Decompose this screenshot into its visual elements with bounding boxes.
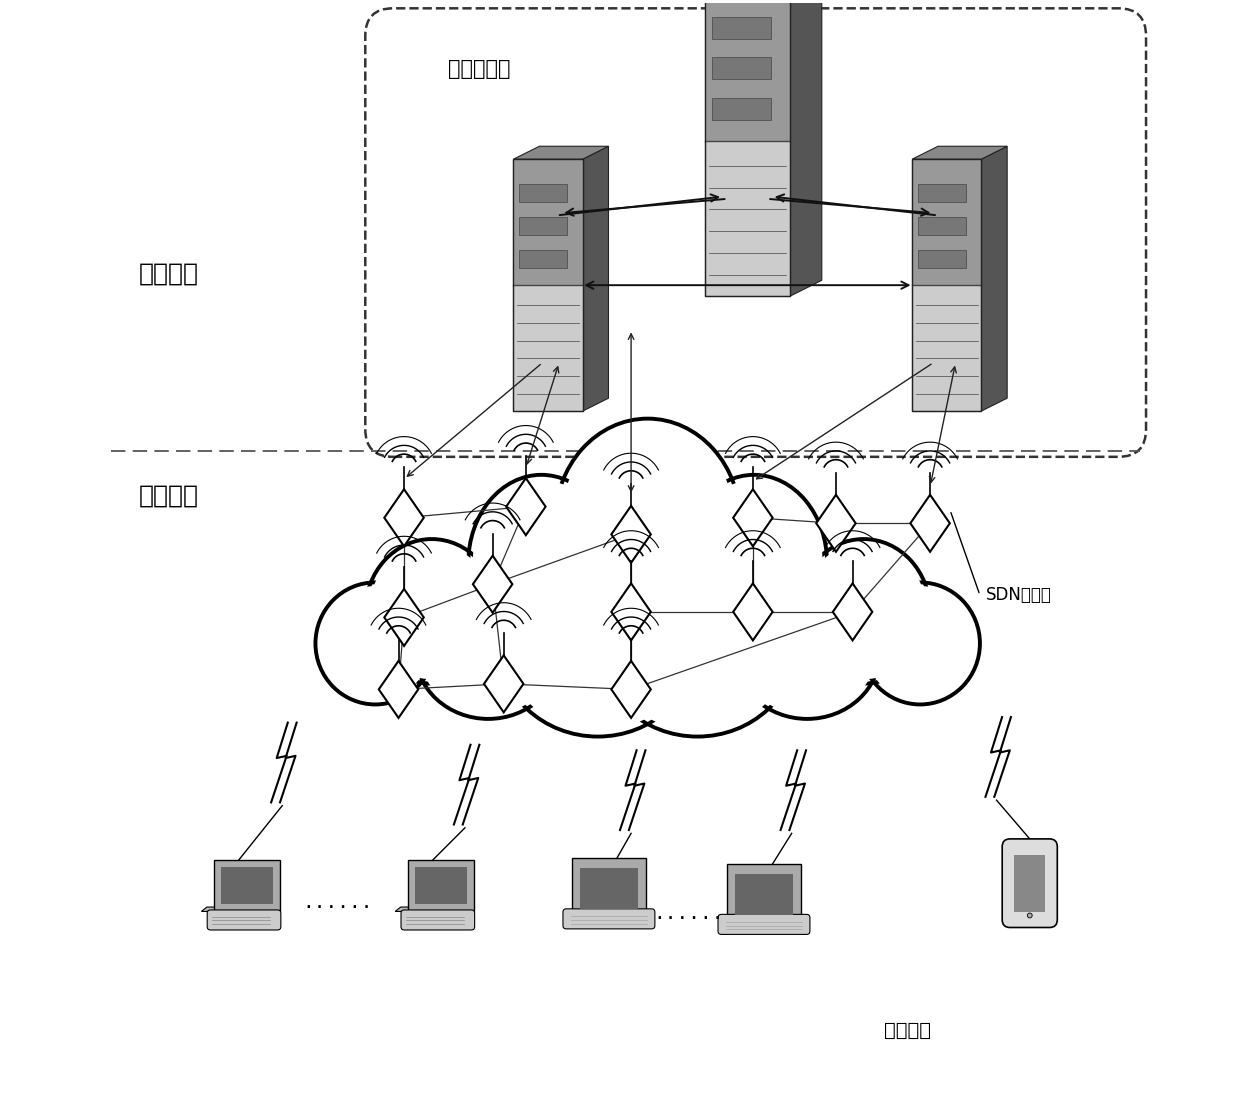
Ellipse shape — [734, 584, 880, 719]
Polygon shape — [513, 159, 583, 411]
Polygon shape — [472, 555, 512, 612]
Polygon shape — [833, 583, 872, 640]
FancyBboxPatch shape — [563, 909, 655, 929]
FancyBboxPatch shape — [735, 874, 794, 915]
Ellipse shape — [370, 543, 495, 679]
Ellipse shape — [681, 475, 827, 651]
Ellipse shape — [797, 539, 930, 683]
Polygon shape — [913, 159, 981, 411]
Polygon shape — [910, 495, 950, 552]
FancyBboxPatch shape — [221, 867, 273, 904]
Polygon shape — [733, 490, 773, 546]
Ellipse shape — [366, 539, 498, 683]
Ellipse shape — [864, 587, 976, 701]
Polygon shape — [611, 661, 651, 718]
Polygon shape — [506, 479, 546, 535]
Ellipse shape — [419, 588, 557, 715]
Polygon shape — [790, 0, 822, 296]
Polygon shape — [981, 146, 1007, 411]
FancyBboxPatch shape — [918, 217, 966, 235]
Ellipse shape — [801, 543, 926, 679]
Text: 控制平面: 控制平面 — [139, 262, 198, 286]
Ellipse shape — [498, 550, 698, 737]
Polygon shape — [513, 159, 583, 285]
FancyBboxPatch shape — [718, 915, 810, 935]
Ellipse shape — [415, 584, 562, 719]
Polygon shape — [384, 589, 424, 646]
Polygon shape — [384, 490, 424, 546]
FancyBboxPatch shape — [414, 867, 467, 904]
FancyBboxPatch shape — [401, 910, 475, 930]
Text: 管理控制器: 管理控制器 — [449, 59, 511, 79]
Text: ......: ...... — [653, 904, 724, 923]
Polygon shape — [913, 146, 1007, 159]
Polygon shape — [733, 583, 773, 640]
FancyBboxPatch shape — [918, 185, 966, 203]
Polygon shape — [396, 907, 438, 912]
Ellipse shape — [315, 582, 435, 705]
FancyBboxPatch shape — [727, 864, 801, 923]
Circle shape — [1027, 913, 1032, 918]
Ellipse shape — [560, 425, 735, 621]
FancyBboxPatch shape — [1014, 855, 1045, 913]
Polygon shape — [201, 907, 243, 912]
Ellipse shape — [505, 555, 692, 731]
FancyBboxPatch shape — [712, 17, 771, 39]
FancyBboxPatch shape — [1002, 839, 1058, 927]
Ellipse shape — [469, 475, 615, 651]
Polygon shape — [704, 0, 790, 296]
Ellipse shape — [554, 418, 740, 628]
Polygon shape — [513, 146, 609, 159]
FancyBboxPatch shape — [572, 858, 646, 917]
FancyBboxPatch shape — [520, 185, 568, 203]
Text: SDN交换机: SDN交换机 — [986, 587, 1052, 604]
FancyBboxPatch shape — [712, 98, 771, 119]
Polygon shape — [378, 661, 418, 718]
Ellipse shape — [686, 480, 822, 647]
Polygon shape — [611, 505, 651, 563]
FancyBboxPatch shape — [207, 910, 280, 930]
Polygon shape — [816, 495, 856, 552]
Polygon shape — [913, 159, 981, 285]
Ellipse shape — [319, 587, 432, 701]
FancyBboxPatch shape — [712, 58, 771, 79]
Text: 数据平面: 数据平面 — [139, 483, 198, 508]
Polygon shape — [484, 656, 523, 712]
Ellipse shape — [739, 588, 875, 715]
Ellipse shape — [604, 555, 791, 731]
Text: ......: ...... — [303, 893, 373, 912]
FancyBboxPatch shape — [520, 217, 568, 235]
Ellipse shape — [472, 480, 610, 647]
FancyBboxPatch shape — [408, 860, 474, 910]
Ellipse shape — [598, 550, 797, 737]
FancyBboxPatch shape — [520, 250, 568, 267]
Polygon shape — [704, 0, 790, 141]
FancyBboxPatch shape — [579, 868, 639, 909]
FancyBboxPatch shape — [215, 860, 280, 910]
FancyBboxPatch shape — [918, 250, 966, 267]
Text: 移动终端: 移动终端 — [884, 1021, 931, 1040]
Ellipse shape — [861, 582, 980, 705]
Polygon shape — [583, 146, 609, 411]
Polygon shape — [611, 583, 651, 640]
